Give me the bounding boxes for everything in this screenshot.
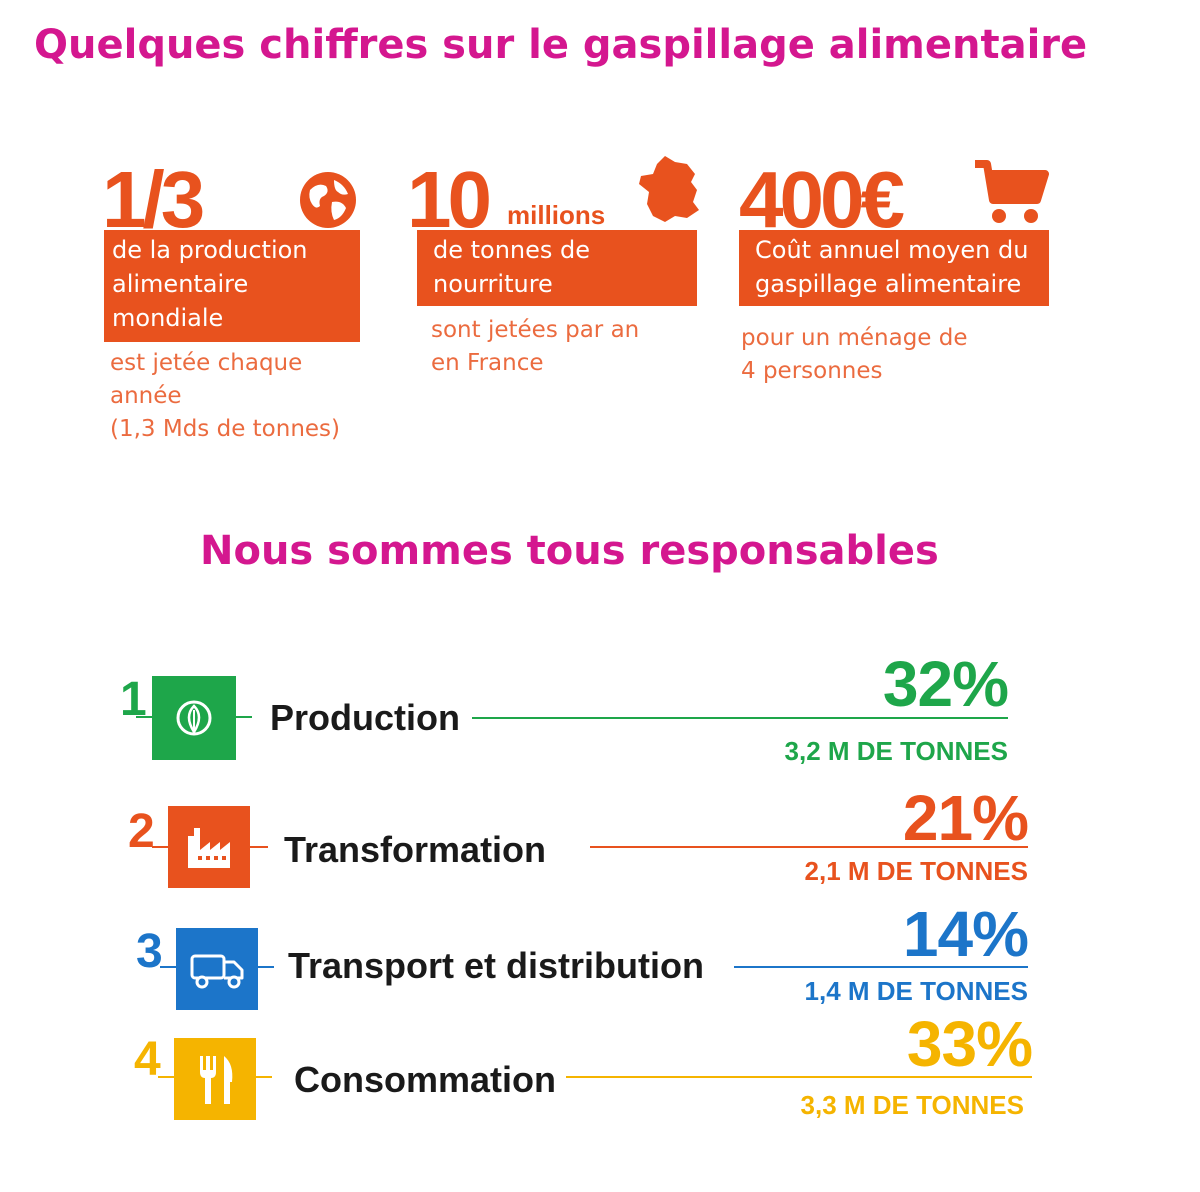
stage-number: 3 <box>136 925 163 978</box>
stat-card-france: 10 millions de tonnes de nourriture sont… <box>405 150 705 390</box>
truck-icon <box>176 928 258 1010</box>
stage-label: Consommation <box>294 1059 557 1100</box>
stage-number: 1 <box>120 673 147 726</box>
stage-number: 4 <box>134 1033 161 1086</box>
fork-knife-icon <box>174 1038 256 1120</box>
stage-line <box>566 1076 1032 1078</box>
stage-line <box>472 717 1008 719</box>
stage-tons: 3,3 M DE TONNES <box>800 1090 1024 1120</box>
stat-box-line: de tonnes de <box>433 236 591 264</box>
stat-sub: sont jetées par an en France <box>431 314 639 380</box>
stat-box-line: nourriture <box>433 270 553 298</box>
stage-connector <box>258 966 274 968</box>
stage-connector <box>250 846 268 848</box>
stage-label: Transport et distribution <box>288 945 705 986</box>
stat-sub-line: 4 personnes <box>741 358 883 384</box>
stat-box-line: Coût annuel moyen du <box>755 236 1029 264</box>
stage-percent: 32% <box>882 648 1009 720</box>
stage-percent: 33% <box>906 1010 1033 1080</box>
factory-icon <box>168 806 250 888</box>
stat-sub: pour un ménage de 4 personnes <box>741 322 968 388</box>
globe-icon <box>296 168 360 236</box>
stage-connector <box>152 846 168 848</box>
stage-number: 2 <box>128 805 155 858</box>
stat-box-line: gaspillage alimentaire <box>755 270 1022 298</box>
leaf-icon <box>152 676 236 760</box>
stat-big-value: 10 <box>407 155 492 244</box>
stat-sub-line: pour un ménage de <box>741 325 968 351</box>
stage-tons: 3,2 M DE TONNES <box>784 736 1008 766</box>
stage-row-consommation: 4 Consommation 33% 3,3 M DE TONNES <box>0 1010 1200 1125</box>
stage-connector <box>158 1076 174 1078</box>
stage-label: Production <box>270 697 460 738</box>
stage-percent: 21% <box>902 782 1029 854</box>
stage-tons: 1,4 M DE TONNES <box>804 976 1028 1006</box>
stage-connector <box>256 1076 272 1078</box>
stat-box: de la production alimentaire mondiale <box>104 230 360 342</box>
stage-connector <box>236 716 252 718</box>
stat-box-line: alimentaire <box>112 270 249 298</box>
stat-sub-line: est jetée chaque <box>110 350 303 376</box>
stat-box: de tonnes de nourriture <box>417 230 697 306</box>
stage-row-transport: 3 Transport et distribution 14% 1,4 M DE… <box>0 900 1200 1015</box>
stage-line <box>590 846 1028 848</box>
stat-big-value: 1/3 <box>102 155 205 244</box>
stat-box-line: de la production <box>112 236 308 264</box>
section-subtitle: Nous sommes tous responsables <box>200 528 939 574</box>
stat-card-cost: 400€ Coût annuel moyen du gaspillage ali… <box>735 150 1055 400</box>
stage-label: Transformation <box>284 829 547 870</box>
stat-sub-line: (1,3 Mds de tonnes) <box>110 416 341 442</box>
stat-box: Coût annuel moyen du gaspillage alimenta… <box>739 230 1049 306</box>
stat-sub-line: en France <box>431 350 544 376</box>
france-map-icon <box>635 154 705 230</box>
stat-box-line: mondiale <box>112 304 224 332</box>
page-title: Quelques chiffres sur le gaspillage alim… <box>34 22 1088 68</box>
stage-row-production: 1 Production 32% 3,2 M DE TONNES <box>0 640 1200 770</box>
stat-sub-line: sont jetées par an <box>431 317 640 343</box>
stat-sub-line: année <box>110 383 182 409</box>
stat-big-value: 400€ <box>739 155 905 244</box>
stage-line <box>734 966 1028 968</box>
stat-sub: est jetée chaque année (1,3 Mds de tonne… <box>110 347 340 446</box>
stage-tons: 2,1 M DE TONNES <box>804 856 1028 886</box>
stage-row-transformation: 2 Transformation 21% 2,1 M DE TONNES <box>0 780 1200 900</box>
stage-percent: 14% <box>902 898 1029 970</box>
stage-connector <box>160 966 176 968</box>
shopping-cart-icon <box>975 160 1049 230</box>
stat-card-world: 1/3 de la production alimentaire mondial… <box>100 150 370 450</box>
stat-big-suffix: millions <box>507 200 606 230</box>
stage-connector <box>136 716 152 718</box>
